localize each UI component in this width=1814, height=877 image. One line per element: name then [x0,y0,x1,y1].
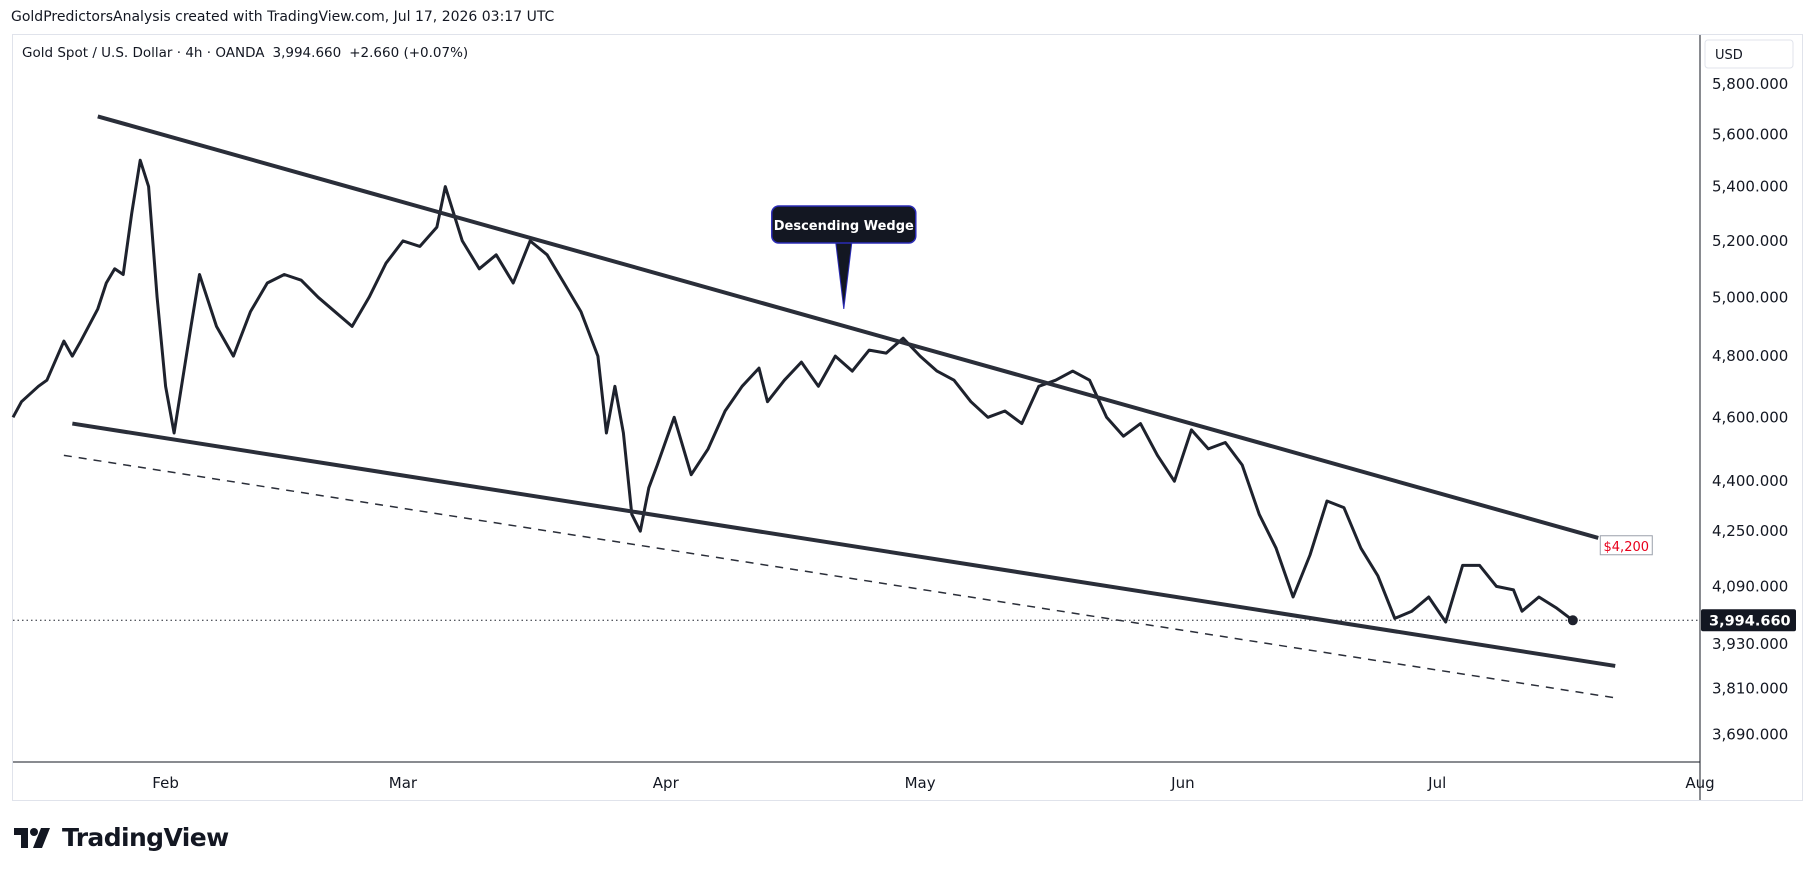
currency-button[interactable] [1704,39,1794,69]
y-tick-label: 5,800.000 [1712,75,1788,93]
tradingview-wordmark: TradingView [62,823,229,852]
y-tick-label: 3,930.000 [1712,635,1788,653]
tradingview-logo[interactable]: TradingView [14,823,229,852]
x-tick-label: Feb [152,774,179,792]
wedge-callout-box [771,205,917,244]
trendline-upper [97,114,1599,540]
price-series-line [11,158,1574,624]
y-tick-label: 5,600.000 [1712,125,1788,143]
x-tick-label: Jun [1170,774,1194,792]
wedge-callout-text: Descending Wedge [774,219,914,234]
x-tick-label: Jul [1427,774,1446,792]
x-tick-label: May [905,774,936,792]
last-price-badge-label: 3,994.660 [1709,613,1791,629]
y-tick-label: 4,090.000 [1712,577,1788,595]
symbol-change: +2.660 (+0.07%) [349,45,468,61]
y-tick-label: 3,810.000 [1712,679,1788,697]
chart-attribution: GoldPredictorsAnalysis created with Trad… [11,9,555,25]
y-tick-label: 4,800.000 [1712,347,1788,365]
symbol-legend: Gold Spot / U.S. Dollar · 4h · OANDA 3,99… [22,45,468,61]
y-tick-label: 3,690.000 [1712,725,1788,743]
tradingview-logo-icon [14,827,50,848]
target-label-text: $4,200 [1604,540,1650,555]
symbol-price: 3,994.660 [273,45,342,61]
y-tick-label: 5,400.000 [1712,178,1788,196]
y-tick-label: 5,200.000 [1712,232,1788,250]
x-tick-label: Apr [653,774,680,792]
symbol-sep-1: · [172,45,185,61]
last-price-dot [1567,615,1578,626]
symbol-interval: 4h [185,45,202,61]
target-label-box [1599,535,1653,556]
chart-frame [12,34,1803,801]
y-tick-label: 5,000.000 [1712,288,1788,306]
trendline-lower [72,421,1616,668]
symbol-sep-2: · [203,45,216,61]
symbol-name: Gold Spot / U.S. Dollar [22,45,173,61]
last-price-badge [1701,609,1796,632]
trendline-lower-parallel [63,454,1616,699]
x-tick-label: Aug [1685,774,1714,792]
y-tick-label: 4,600.000 [1712,408,1788,426]
x-tick-label: Mar [389,774,418,792]
symbol-source: OANDA [215,45,265,61]
wedge-callout-pointer [835,242,853,309]
y-tick-label: 4,400.000 [1712,472,1788,490]
y-tick-label: 4,250.000 [1712,522,1788,540]
currency-label: USD [1715,48,1743,63]
